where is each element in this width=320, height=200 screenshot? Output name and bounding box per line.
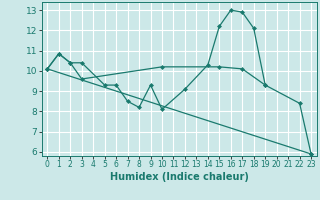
X-axis label: Humidex (Indice chaleur): Humidex (Indice chaleur) bbox=[110, 172, 249, 182]
